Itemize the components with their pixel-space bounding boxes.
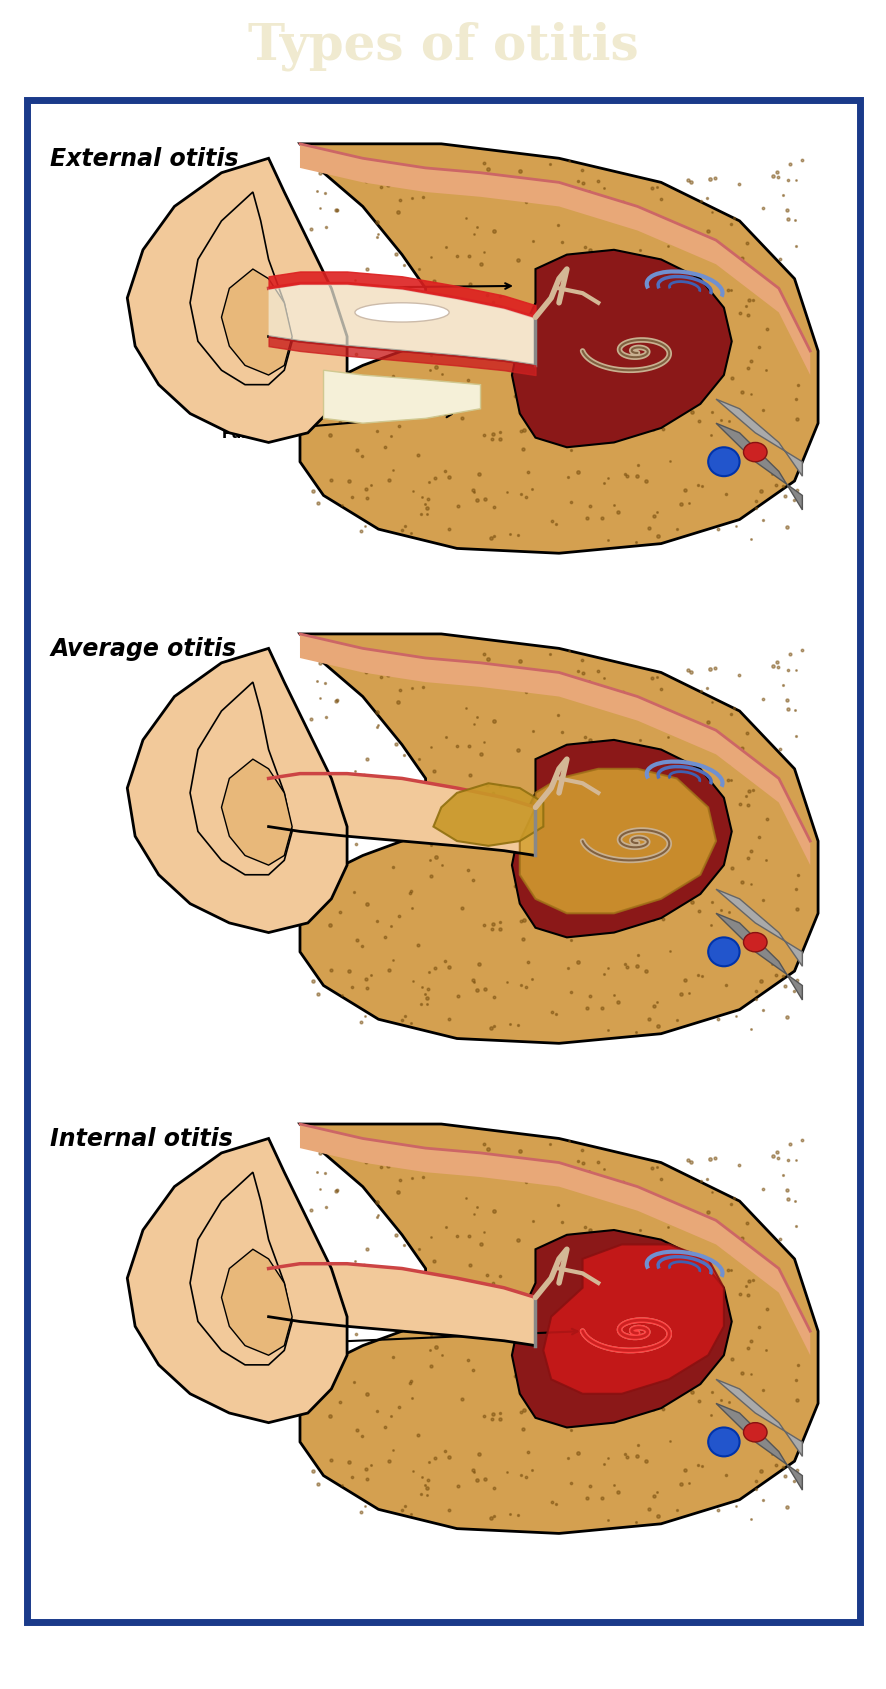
Polygon shape xyxy=(268,1263,535,1346)
Ellipse shape xyxy=(707,937,739,966)
Polygon shape xyxy=(268,284,535,367)
Polygon shape xyxy=(299,145,809,375)
Text: Types of otitis: Types of otitis xyxy=(248,22,638,71)
Text: Inflammation: Inflammation xyxy=(190,1329,577,1353)
Polygon shape xyxy=(715,890,802,966)
Polygon shape xyxy=(323,372,480,424)
Polygon shape xyxy=(715,914,802,1000)
Text: Internal otitis: Internal otitis xyxy=(51,1127,233,1150)
Text: Pus: Pus xyxy=(190,816,510,834)
Ellipse shape xyxy=(707,448,739,476)
Ellipse shape xyxy=(707,1427,739,1456)
Polygon shape xyxy=(299,635,817,1044)
Text: Inflammation
Swelling: Inflammation Swelling xyxy=(222,274,510,304)
Polygon shape xyxy=(128,649,346,932)
Polygon shape xyxy=(299,145,817,554)
Ellipse shape xyxy=(354,304,448,323)
Polygon shape xyxy=(190,682,291,875)
Text: External otitis: External otitis xyxy=(51,147,238,171)
Polygon shape xyxy=(222,1250,291,1355)
Polygon shape xyxy=(128,159,346,443)
Text: ID 73700284 © Mrsbazilio: ID 73700284 © Mrsbazilio xyxy=(649,1652,851,1667)
Text: Average otitis: Average otitis xyxy=(51,637,237,660)
Ellipse shape xyxy=(742,932,766,953)
Polygon shape xyxy=(543,1245,723,1393)
Polygon shape xyxy=(511,250,731,448)
Polygon shape xyxy=(715,1380,802,1456)
Polygon shape xyxy=(222,270,291,375)
Polygon shape xyxy=(433,784,543,846)
Polygon shape xyxy=(268,284,535,367)
Polygon shape xyxy=(299,1125,809,1355)
Polygon shape xyxy=(190,193,291,385)
Ellipse shape xyxy=(742,1422,766,1442)
Polygon shape xyxy=(128,1138,346,1422)
Polygon shape xyxy=(511,740,731,937)
Polygon shape xyxy=(190,1172,291,1365)
Polygon shape xyxy=(299,635,809,865)
Polygon shape xyxy=(715,400,802,476)
Text: dreamstime.com: dreamstime.com xyxy=(35,1652,153,1667)
Ellipse shape xyxy=(742,443,766,463)
Polygon shape xyxy=(511,1230,731,1427)
Text: Pus: Pus xyxy=(222,412,451,441)
Polygon shape xyxy=(519,770,715,914)
Polygon shape xyxy=(222,760,291,865)
Polygon shape xyxy=(715,424,802,510)
Polygon shape xyxy=(268,774,535,856)
Polygon shape xyxy=(299,1125,817,1534)
Polygon shape xyxy=(715,1404,802,1490)
